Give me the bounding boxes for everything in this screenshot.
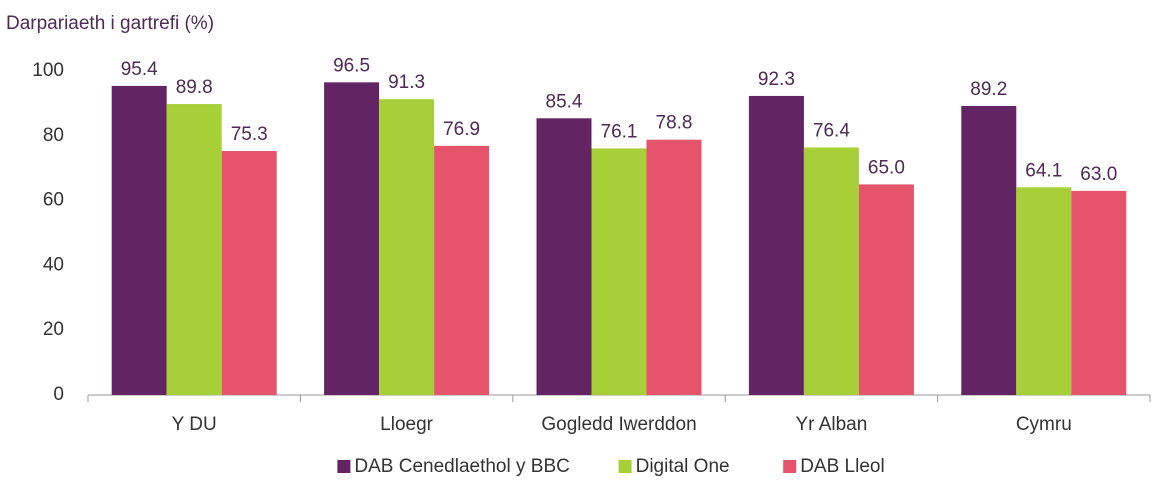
value-label: 76.9 <box>443 119 480 140</box>
bar <box>111 85 167 396</box>
bar <box>646 139 702 395</box>
y-tick-label: 80 <box>43 125 64 146</box>
legend-label: DAB Lleol <box>800 456 885 477</box>
y-tick-label: 100 <box>32 60 64 81</box>
bar <box>221 151 277 395</box>
bar <box>961 105 1017 395</box>
legend-label: Digital One <box>636 456 730 477</box>
y-tick-label: 40 <box>43 254 64 275</box>
bar <box>1016 187 1072 395</box>
value-label: 91.3 <box>388 72 425 93</box>
bar <box>1071 190 1127 395</box>
value-label: 96.5 <box>333 55 370 76</box>
legend-swatch <box>618 460 632 473</box>
bar <box>748 95 804 395</box>
bar <box>536 118 592 395</box>
value-label: 64.1 <box>1025 160 1062 181</box>
bar <box>803 147 859 395</box>
legend-swatch <box>783 460 797 473</box>
bar <box>858 184 914 395</box>
value-label: 75.3 <box>231 124 268 145</box>
x-tick-label: Yr Alban <box>795 414 867 435</box>
legend-label: DAB Cenedlaethol y BBC <box>354 456 569 477</box>
bar <box>379 99 435 396</box>
y-tick-label: 60 <box>43 190 64 211</box>
value-label: 85.4 <box>546 91 583 112</box>
y-axis-label: Darpariaeth i gartrefi (%) <box>6 13 214 34</box>
y-tick-label: 0 <box>53 384 64 405</box>
x-tick-label: Cymru <box>1016 414 1072 435</box>
value-label: 65.0 <box>868 157 905 178</box>
value-label: 89.2 <box>970 79 1007 100</box>
value-label: 95.4 <box>121 59 158 80</box>
x-tick-label: Y DU <box>172 414 217 435</box>
bar <box>166 104 222 395</box>
value-label: 78.8 <box>656 113 693 134</box>
bar <box>591 148 647 395</box>
value-label: 76.1 <box>601 121 638 142</box>
bar <box>324 82 380 395</box>
x-tick-label: Gogledd Iwerddon <box>541 414 696 435</box>
y-tick-label: 20 <box>43 319 64 340</box>
x-tick-label: Lloegr <box>380 414 433 435</box>
value-label: 92.3 <box>758 69 795 90</box>
legend-swatch <box>337 460 351 473</box>
value-label: 89.8 <box>176 77 213 98</box>
value-label: 63.0 <box>1080 164 1117 185</box>
bar <box>434 145 490 395</box>
value-label: 76.4 <box>813 120 850 141</box>
